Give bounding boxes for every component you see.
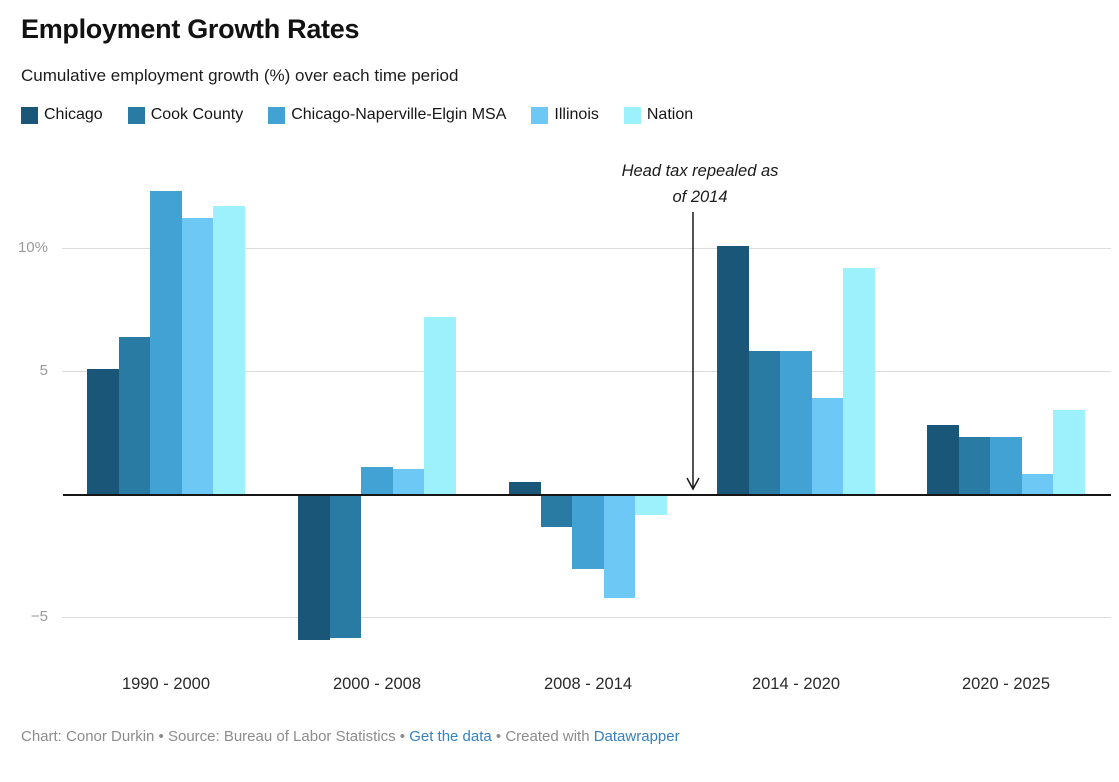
legend-swatch-cook-county	[127, 106, 145, 124]
datawrapper-link[interactable]: Datawrapper	[593, 728, 680, 745]
legend-label: Illinois	[554, 106, 599, 124]
legend-swatch-nation	[623, 106, 641, 124]
x-axis-label-2000-2008: 2000 - 2008	[332, 675, 422, 693]
page-title: Employment Growth Rates	[21, 14, 360, 44]
plot-area: Head tax repealed as of 2014 10% 5 −5	[0, 150, 1119, 665]
y-tick-label: −5	[30, 608, 48, 625]
legend: Chicago Cook County Chicago-Naperville-Elg…	[21, 106, 1095, 124]
zero-axis-line	[63, 494, 1111, 496]
x-axis-label-2014-2020: 2014 - 2020	[751, 675, 841, 693]
bar-cook-county-2008-2014	[540, 495, 573, 527]
y-tick-label: 5	[39, 362, 48, 379]
annotation-text: Head tax repealed as of 2014	[570, 158, 830, 210]
bar-nation-2014-2020	[843, 267, 875, 494]
x-axis-label-2020-2025: 2020 - 2025	[961, 675, 1051, 693]
bar-chicago-2008-2014	[509, 481, 541, 494]
y-tick-label: 10%	[17, 239, 48, 256]
bar-cook-county-2014-2020	[748, 351, 781, 494]
footer: Chart: Conor Durkin • Source: Bureau of …	[21, 728, 680, 745]
legend-label: Chicago	[44, 106, 103, 124]
legend-item-cook-county: Cook County	[127, 106, 244, 124]
y-gridline	[62, 248, 1111, 249]
bar-chicago-2014-2020	[717, 245, 749, 494]
legend-label: Chicago-Naperville-Elgin MSA	[291, 106, 507, 124]
bar-chicago-naperville-elgin-msa-1990-2000	[150, 191, 182, 494]
bar-chicago-2000-2008	[298, 495, 330, 641]
annotation-line-2: of 2014	[672, 188, 728, 206]
annotation-line-1: Head tax repealed as	[621, 162, 779, 180]
legend-swatch-illinois	[531, 106, 549, 124]
bar-cook-county-2020-2025	[958, 437, 991, 494]
bar-chicago-naperville-elgin-msa-2008-2014	[572, 495, 604, 569]
bar-illinois-2014-2020	[811, 398, 844, 494]
chart-subtitle: Cumulative employment growth (%) over ea…	[21, 66, 459, 86]
get-the-data-link[interactable]: Get the data	[409, 728, 492, 745]
bar-cook-county-2000-2008	[329, 495, 362, 638]
legend-item-nation: Nation	[623, 106, 694, 124]
bar-illinois-2008-2014	[603, 495, 636, 599]
bar-illinois-2000-2008	[392, 469, 425, 494]
bar-chicago-1990-2000	[87, 368, 119, 494]
bar-nation-2000-2008	[424, 316, 456, 494]
bar-chicago-naperville-elgin-msa-2014-2020	[780, 351, 812, 494]
legend-item-chicago: Chicago	[21, 106, 103, 124]
x-axis: 1990 - 2000 2000 - 2008 2008 - 2014 2014 - …	[0, 665, 1119, 707]
legend-item-illinois: Illinois	[531, 106, 599, 124]
legend-label: Nation	[646, 106, 694, 124]
legend-label: Cook County	[150, 106, 244, 124]
y-gridline	[62, 371, 1111, 372]
bar-chicago-naperville-elgin-msa-2020-2025	[990, 437, 1022, 494]
bar-nation-1990-2000	[213, 206, 245, 494]
footer-text: • Created with	[491, 728, 594, 745]
legend-item-chicago-naperville-elgin-msa: Chicago-Naperville-Elgin MSA	[268, 106, 506, 124]
annotation-arrow-icon	[686, 212, 700, 491]
legend-swatch-chicago	[21, 106, 38, 124]
bar-chicago-2020-2025	[927, 425, 959, 494]
y-gridline	[62, 617, 1111, 618]
bar-nation-2008-2014	[635, 495, 667, 515]
bar-cook-county-1990-2000	[118, 336, 151, 494]
bar-nation-2020-2025	[1053, 410, 1085, 494]
chart-header: Employment Growth Rates Cumulative emplo…	[0, 0, 1119, 124]
bar-illinois-2020-2025	[1021, 474, 1054, 494]
legend-swatch-chicago-naperville-elgin-msa	[268, 106, 286, 124]
x-axis-label-2008-2014: 2008 - 2014	[543, 675, 633, 693]
bar-illinois-1990-2000	[181, 218, 214, 494]
bar-chicago-naperville-elgin-msa-2000-2008	[361, 466, 393, 494]
x-axis-label-1990-2000: 1990 - 2000	[121, 675, 211, 693]
footer-text: Chart: Conor Durkin • Source: Bureau of …	[21, 728, 410, 745]
